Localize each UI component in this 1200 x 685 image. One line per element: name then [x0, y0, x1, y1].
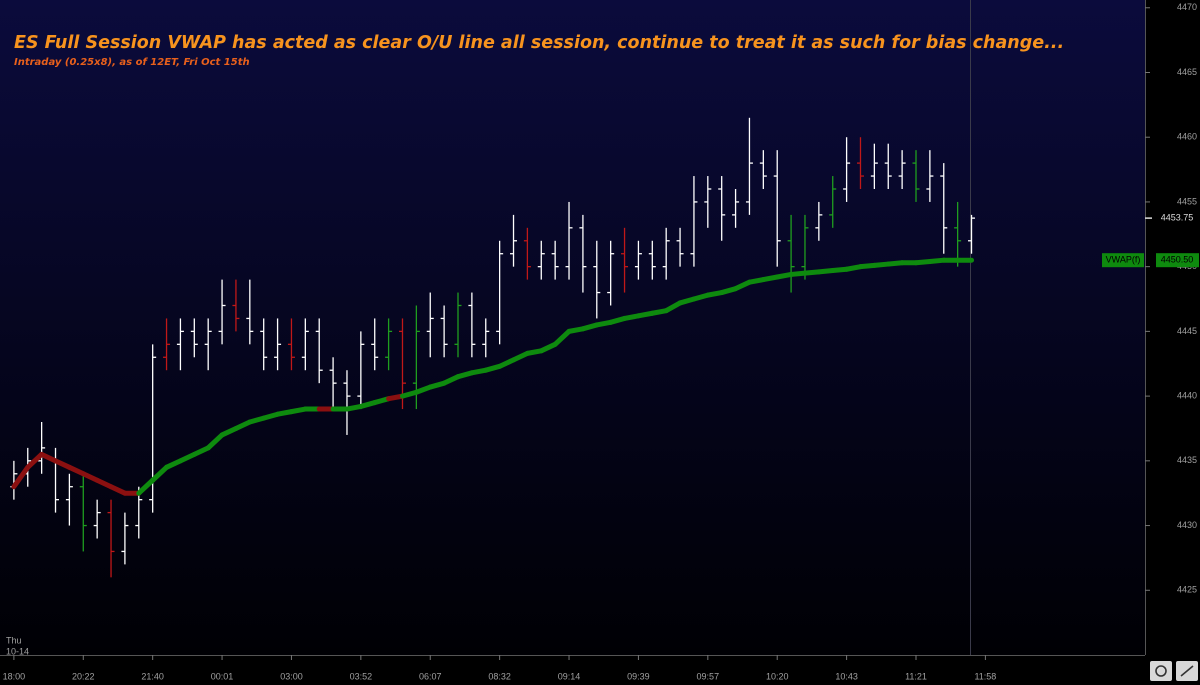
price-axis-background — [1145, 0, 1200, 685]
vwap-segment — [150, 464, 170, 483]
vwap-segment — [94, 477, 114, 490]
x-tick-label: 20:22 — [72, 671, 95, 681]
x-tick-label: 03:00 — [280, 671, 303, 681]
x-tick-label: 11:58 — [974, 671, 996, 681]
last-price-box — [1156, 211, 1199, 226]
y-tick-label: 4435 — [1177, 455, 1197, 465]
date-label: 10-14 — [6, 646, 29, 656]
x-tick-label: 10:43 — [835, 671, 858, 681]
vwap-segment — [511, 350, 530, 363]
date-label: Thu — [6, 635, 22, 645]
vwap-segment — [219, 425, 239, 438]
refresh-icon — [1155, 665, 1167, 677]
refresh-button[interactable] — [1150, 661, 1172, 681]
x-tick-label: 09:57 — [697, 671, 720, 681]
y-tick-label: 4460 — [1177, 132, 1197, 142]
plot-background — [0, 0, 1145, 655]
y-tick-label: 4440 — [1177, 390, 1197, 400]
x-tick-label: 06:07 — [419, 671, 442, 681]
vwap-name-box — [1102, 253, 1144, 268]
last-price-label: 4453.75 — [1161, 212, 1194, 222]
vwap-segment — [25, 451, 45, 470]
vwap-price-box — [1156, 253, 1199, 268]
vwap-price-label: 4450.50 — [1161, 255, 1194, 265]
y-tick-label: 4430 — [1177, 520, 1197, 530]
y-tick-label: 4455 — [1177, 196, 1197, 206]
x-tick-label: 21:40 — [141, 671, 164, 681]
vwap-segment — [233, 419, 253, 431]
x-tick-label: 09:39 — [627, 671, 650, 681]
vwap-segment — [538, 341, 558, 354]
vwap-segment — [108, 484, 128, 496]
vwap-segment — [733, 279, 752, 292]
vwap-segment — [177, 451, 197, 464]
vwap-segment — [66, 464, 86, 477]
vwap-segment — [53, 458, 72, 470]
y-tick-label: 4470 — [1177, 2, 1197, 12]
x-tick-label: 03:52 — [350, 671, 373, 681]
x-tick-label: 09:14 — [558, 671, 581, 681]
y-tick-label: 4465 — [1177, 67, 1197, 77]
vwap-segment — [136, 477, 156, 496]
x-tick-label: 08:32 — [488, 671, 511, 681]
vwap-segment — [441, 374, 461, 386]
menu-icon — [1180, 665, 1194, 677]
vwap-segment — [11, 464, 31, 490]
vwap-segment — [80, 471, 100, 483]
vwap-segment — [191, 445, 211, 457]
x-tick-label: 10:20 — [766, 671, 789, 681]
toolbar — [1150, 661, 1198, 681]
chart-subtitle: Intraday (0.25x8), as of 12ET, Fri Oct 1… — [14, 57, 250, 68]
vwap-segment — [552, 328, 572, 347]
x-tick-label: 11:21 — [905, 671, 927, 681]
x-tick-label: 00:01 — [211, 671, 234, 681]
vwap-segment — [39, 451, 59, 464]
y-tick-label: 4425 — [1177, 585, 1197, 595]
y-tick-label: 4445 — [1177, 326, 1197, 336]
vwap-segment — [497, 357, 517, 369]
vwap-segment — [164, 458, 183, 470]
vwap-segment — [205, 432, 225, 451]
x-tick-label: 18:00 — [3, 671, 26, 681]
vwap-segment — [663, 300, 683, 314]
vwap-name: VWAP(f) — [1106, 255, 1141, 265]
chart-title: ES Full Session VWAP has acted as clear … — [14, 33, 1064, 53]
